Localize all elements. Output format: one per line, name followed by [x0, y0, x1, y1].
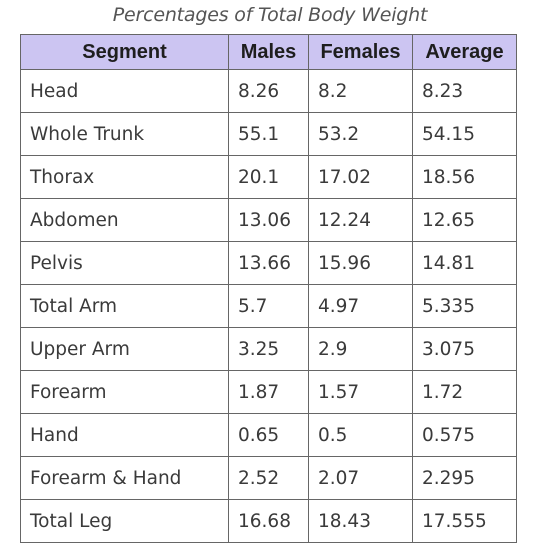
segment-cell: Total Leg [20, 499, 229, 543]
females-cell: 15.96 [308, 241, 413, 285]
females-cell: 53.2 [308, 112, 413, 156]
females-cell: 2.9 [308, 327, 413, 371]
table-caption: Percentages of Total Body Weight [112, 4, 428, 26]
females-cell: 4.97 [308, 284, 413, 328]
average-cell: 18.56 [412, 155, 517, 199]
males-cell: 0.65 [228, 413, 309, 457]
table-row: Whole Trunk 55.1 53.2 54.15 [20, 112, 517, 156]
males-cell: 13.66 [228, 241, 309, 285]
body-weight-table: Segment Males Females Average Head 8.26 … [20, 34, 517, 543]
table-row: Abdomen 13.06 12.24 12.65 [20, 198, 517, 242]
average-cell: 1.72 [412, 370, 517, 414]
segment-cell: Head [20, 69, 229, 113]
average-cell: 2.295 [412, 456, 517, 500]
average-cell: 12.65 [412, 198, 517, 242]
average-cell: 5.335 [412, 284, 517, 328]
header-segment: Segment [20, 34, 229, 70]
table-row: Hand 0.65 0.5 0.575 [20, 413, 517, 457]
males-cell: 5.7 [228, 284, 309, 328]
average-cell: 0.575 [412, 413, 517, 457]
header-row: Segment Males Females Average [20, 34, 517, 70]
females-cell: 8.2 [308, 69, 413, 113]
females-cell: 1.57 [308, 370, 413, 414]
males-cell: 8.26 [228, 69, 309, 113]
males-cell: 55.1 [228, 112, 309, 156]
table-row: Upper Arm 3.25 2.9 3.075 [20, 327, 517, 371]
segment-cell: Abdomen [20, 198, 229, 242]
segment-cell: Upper Arm [20, 327, 229, 371]
average-cell: 17.555 [412, 499, 517, 543]
header-average: Average [412, 34, 517, 70]
table-row: Forearm & Hand 2.52 2.07 2.295 [20, 456, 517, 500]
segment-cell: Pelvis [20, 241, 229, 285]
females-cell: 2.07 [308, 456, 413, 500]
males-cell: 2.52 [228, 456, 309, 500]
males-cell: 13.06 [228, 198, 309, 242]
table-row: Thorax 20.1 17.02 18.56 [20, 155, 517, 199]
average-cell: 3.075 [412, 327, 517, 371]
header-males: Males [228, 34, 309, 70]
table-row: Forearm 1.87 1.57 1.72 [20, 370, 517, 414]
males-cell: 20.1 [228, 155, 309, 199]
males-cell: 16.68 [228, 499, 309, 543]
females-cell: 12.24 [308, 198, 413, 242]
average-cell: 14.81 [412, 241, 517, 285]
males-cell: 3.25 [228, 327, 309, 371]
females-cell: 0.5 [308, 413, 413, 457]
segment-cell: Whole Trunk [20, 112, 229, 156]
table-row: Total Leg 16.68 18.43 17.555 [20, 499, 517, 543]
table-row: Head 8.26 8.2 8.23 [20, 69, 517, 113]
segment-cell: Forearm [20, 370, 229, 414]
segment-cell: Forearm & Hand [20, 456, 229, 500]
females-cell: 18.43 [308, 499, 413, 543]
table-row: Total Arm 5.7 4.97 5.335 [20, 284, 517, 328]
average-cell: 54.15 [412, 112, 517, 156]
header-females: Females [308, 34, 413, 70]
table-row: Pelvis 13.66 15.96 14.81 [20, 241, 517, 285]
segment-cell: Thorax [20, 155, 229, 199]
males-cell: 1.87 [228, 370, 309, 414]
segment-cell: Hand [20, 413, 229, 457]
females-cell: 17.02 [308, 155, 413, 199]
segment-cell: Total Arm [20, 284, 229, 328]
average-cell: 8.23 [412, 69, 517, 113]
